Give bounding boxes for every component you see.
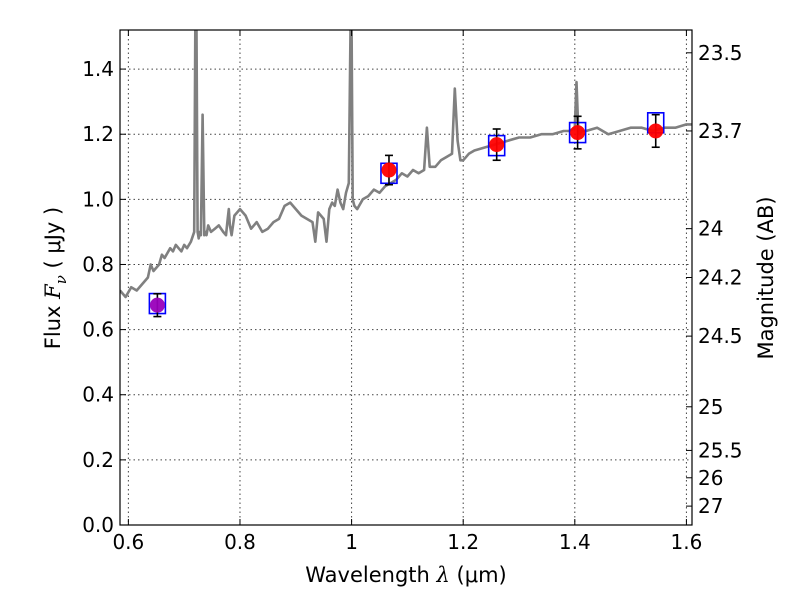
axis-ticks: 0.6 0.8 1 1.2 1.4 1.6 0.0 0.2 0.4 0.6 0.8 1.0 1.2 1.4… [82, 30, 743, 554]
observed-flux-point [648, 123, 664, 139]
spectrum-line [120, 30, 692, 299]
y-tick-label: 0.8 [82, 252, 114, 276]
y-tick-label: 0.0 [82, 513, 114, 537]
observed-flux-point [489, 137, 505, 153]
observed-flux-point [149, 297, 165, 313]
mag-tick-label: 24.2 [698, 266, 743, 290]
x-tick-label: 1.2 [447, 530, 479, 554]
mag-tick-label: 24 [698, 217, 723, 241]
spectrum-series [120, 30, 692, 299]
x-axis-label: Wavelength λ (μm) [305, 563, 506, 587]
y2-axis-label: Magnitude (AB) [754, 196, 778, 359]
plot-frame [119, 29, 693, 526]
mag-tick-label: 23.7 [698, 119, 743, 143]
observed-flux-point [570, 125, 586, 141]
mag-tick-label: 23.5 [698, 41, 743, 65]
x-tick-label: 0.6 [112, 530, 144, 554]
y-tick-label: 0.2 [82, 448, 114, 472]
mag-tick-label: 27 [698, 494, 723, 518]
y-tick-label: 1.0 [82, 187, 114, 211]
mag-tick-label: 24.5 [698, 324, 743, 348]
y-tick-label: 1.2 [82, 122, 114, 146]
mag-tick-label: 25 [698, 395, 723, 419]
y-tick-label: 0.4 [82, 383, 114, 407]
x-tick-label: 0.8 [224, 530, 256, 554]
grid [120, 30, 692, 526]
y-tick-label: 0.6 [82, 318, 114, 342]
x-tick-label: 1.6 [671, 530, 703, 554]
mag-tick-label: 26 [698, 466, 723, 490]
mag-tick-label: 25.5 [698, 438, 743, 462]
y-axis-label: Flux Fν ( μJy ) [41, 207, 70, 349]
x-tick-label: 1 [345, 530, 358, 554]
observed-flux-point [381, 162, 397, 178]
x-tick-label: 1.4 [559, 530, 591, 554]
photometry-series [148, 112, 665, 318]
y-tick-label: 1.4 [82, 57, 114, 81]
